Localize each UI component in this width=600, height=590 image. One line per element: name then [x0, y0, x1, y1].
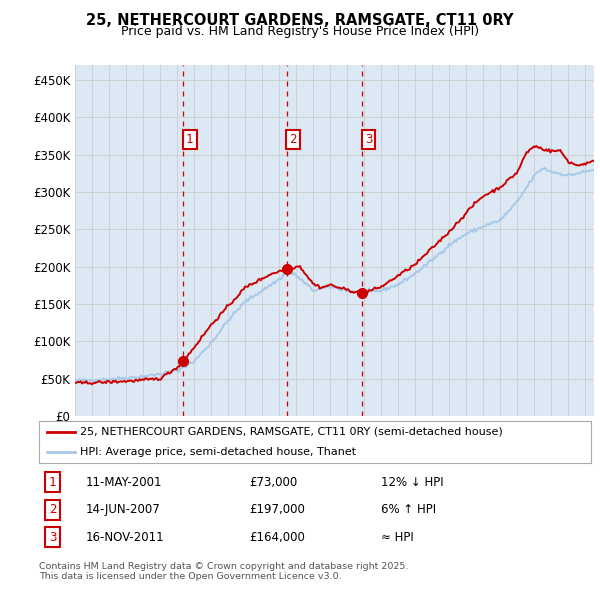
Text: £73,000: £73,000: [249, 476, 297, 489]
Text: 2: 2: [49, 503, 56, 516]
Text: 6% ↑ HPI: 6% ↑ HPI: [381, 503, 436, 516]
Text: £164,000: £164,000: [249, 531, 305, 544]
Text: 25, NETHERCOURT GARDENS, RAMSGATE, CT11 0RY: 25, NETHERCOURT GARDENS, RAMSGATE, CT11 …: [86, 13, 514, 28]
Text: 12% ↓ HPI: 12% ↓ HPI: [381, 476, 444, 489]
Text: HPI: Average price, semi-detached house, Thanet: HPI: Average price, semi-detached house,…: [80, 447, 356, 457]
Text: 2: 2: [289, 133, 297, 146]
Text: 16-NOV-2011: 16-NOV-2011: [86, 531, 164, 544]
Text: ≈ HPI: ≈ HPI: [381, 531, 414, 544]
Text: 3: 3: [49, 531, 56, 544]
Text: 25, NETHERCOURT GARDENS, RAMSGATE, CT11 0RY (semi-detached house): 25, NETHERCOURT GARDENS, RAMSGATE, CT11 …: [80, 427, 503, 437]
Text: 14-JUN-2007: 14-JUN-2007: [86, 503, 161, 516]
Text: 1: 1: [49, 476, 56, 489]
Text: 11-MAY-2001: 11-MAY-2001: [86, 476, 163, 489]
Text: 1: 1: [186, 133, 193, 146]
Text: Price paid vs. HM Land Registry's House Price Index (HPI): Price paid vs. HM Land Registry's House …: [121, 25, 479, 38]
Text: 3: 3: [365, 133, 372, 146]
Text: Contains HM Land Registry data © Crown copyright and database right 2025.
This d: Contains HM Land Registry data © Crown c…: [39, 562, 409, 581]
Text: £197,000: £197,000: [249, 503, 305, 516]
